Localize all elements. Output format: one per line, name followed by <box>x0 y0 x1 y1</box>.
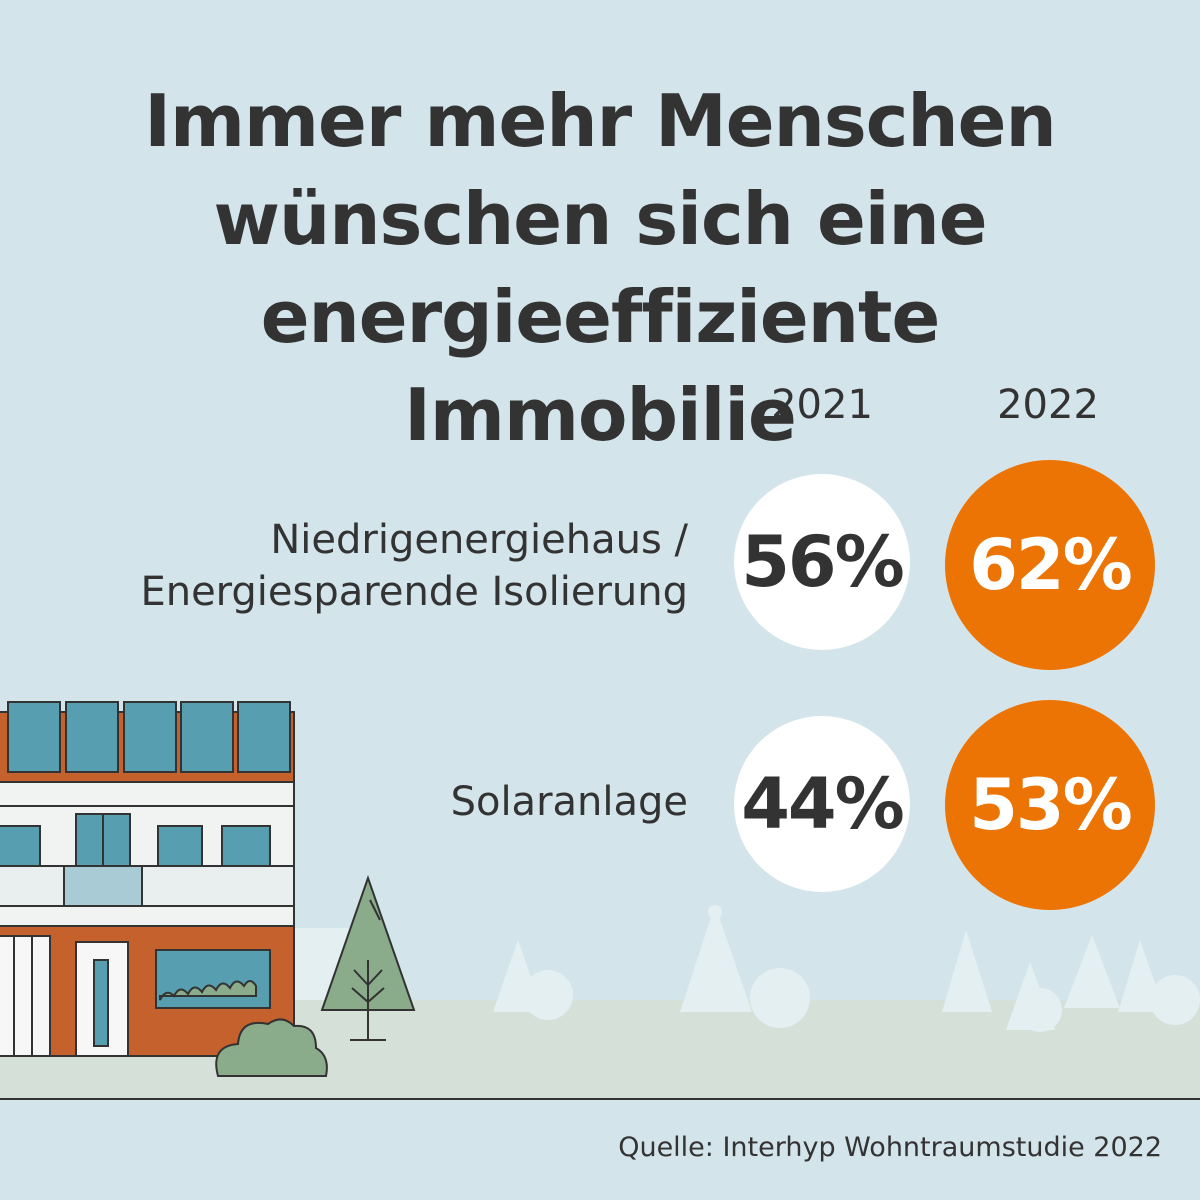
value-circle-solaranlage-2021: 44% <box>734 716 910 892</box>
house-icon <box>0 701 295 1057</box>
row-label-line-1: Niedrigenergiehaus / <box>270 517 688 563</box>
tree-icon <box>320 874 416 1041</box>
page-title: Immer mehr Menschen wünschen sich eine e… <box>60 72 1140 464</box>
column-header-2022: 2022 <box>997 382 1099 428</box>
row-label-line-1: Solaranlage <box>450 779 688 825</box>
title-line-1: Immer mehr Menschen <box>144 79 1057 163</box>
row-label-solaranlage: Solaranlage <box>8 776 688 828</box>
value-circle-solaranlage-2022: 53% <box>945 700 1155 910</box>
bush-icon <box>215 1018 328 1077</box>
title-line-3: energieeffiziente Immobilie <box>260 275 941 457</box>
title-line-2: wünschen sich eine <box>213 177 987 261</box>
row-label-niedrigenergiehaus: Niedrigenergiehaus / Energiesparende Iso… <box>8 514 688 618</box>
source-note: Quelle: Interhyp Wohntraumstudie 2022 <box>618 1132 1162 1163</box>
distant-trees <box>292 905 1200 1032</box>
column-header-2021: 2021 <box>771 382 873 428</box>
value-circle-niedrigenergiehaus-2021: 56% <box>734 474 910 650</box>
value-circle-niedrigenergiehaus-2022: 62% <box>945 460 1155 670</box>
solar-panel-icons <box>7 701 291 773</box>
row-label-line-2: Energiesparende Isolierung <box>140 569 688 615</box>
